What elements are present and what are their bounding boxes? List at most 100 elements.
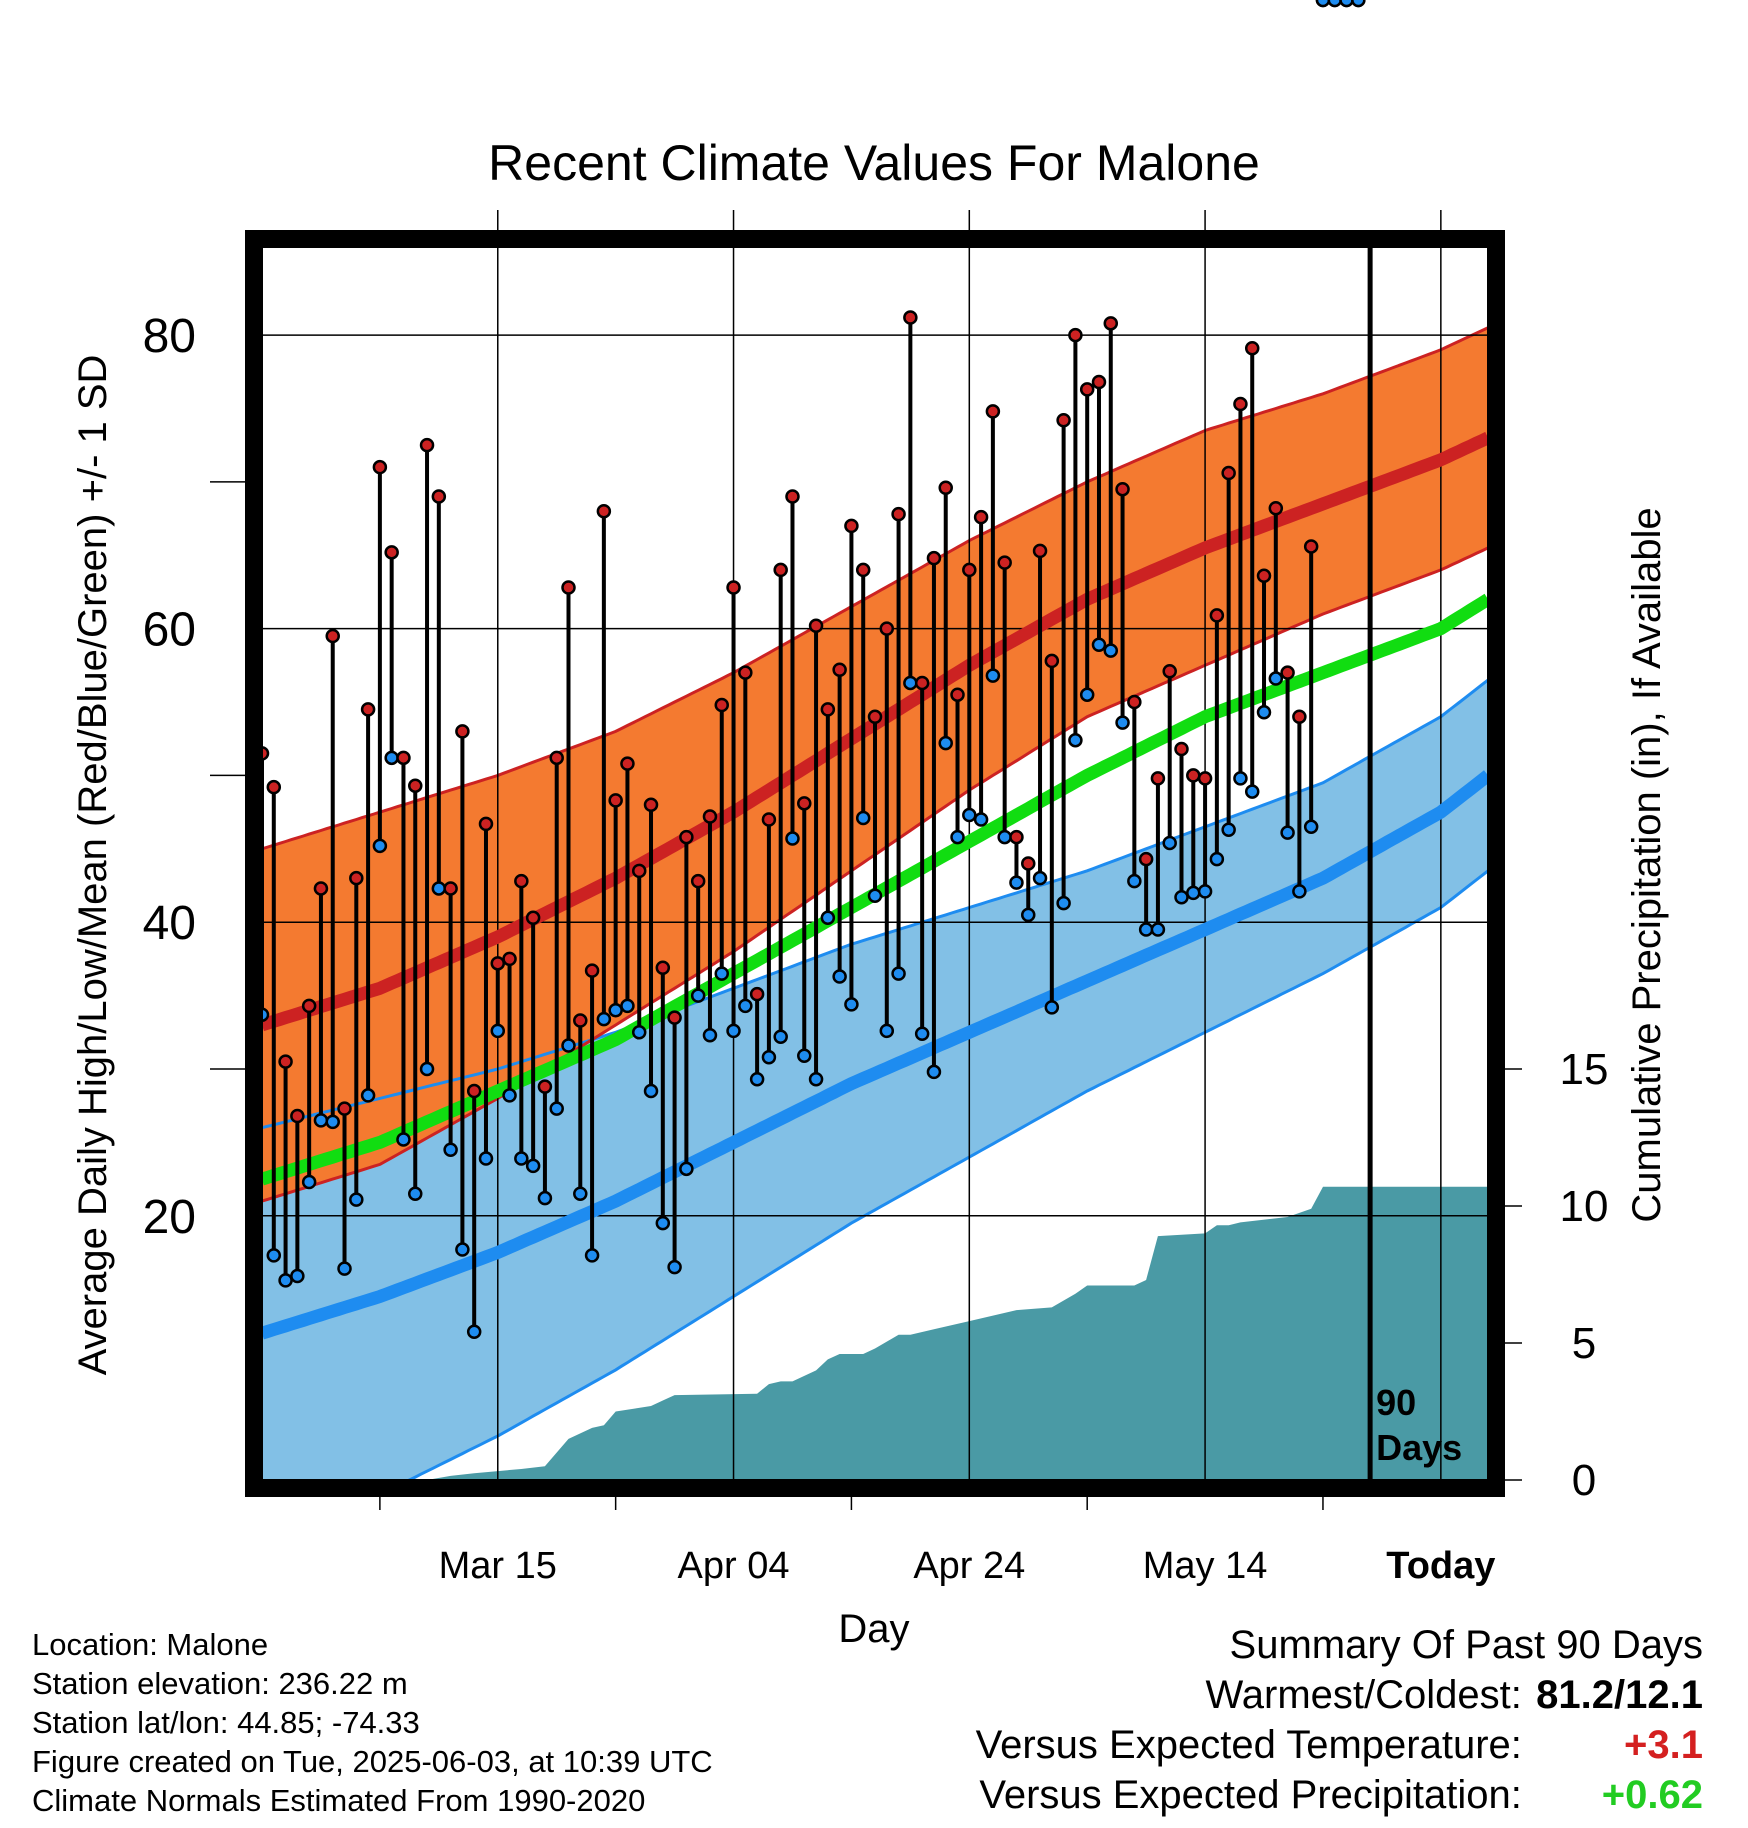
observed-high-point bbox=[1079, 382, 1095, 397]
y-tick-label: 40 bbox=[143, 897, 196, 950]
observed-high-point bbox=[667, 1010, 682, 1025]
observed-high-point bbox=[1150, 771, 1166, 786]
observed-low-point bbox=[301, 1174, 317, 1190]
observed-low-point bbox=[537, 1190, 553, 1206]
observed-low-point bbox=[1233, 771, 1248, 786]
observed-high-point bbox=[1244, 341, 1260, 356]
observed-high-point bbox=[1292, 709, 1307, 724]
observed-high-point bbox=[962, 562, 977, 578]
observed-low-point bbox=[620, 998, 635, 1014]
observed-high-point bbox=[820, 702, 836, 717]
observed-low-point bbox=[1068, 732, 1083, 748]
observed-high-point bbox=[396, 750, 411, 766]
observed-high-point bbox=[1009, 829, 1024, 845]
location-text: Location: Malone bbox=[32, 1627, 269, 1662]
observed-high-point bbox=[797, 796, 812, 811]
warmest-coldest-value: 81.2/12.1 bbox=[1536, 1673, 1703, 1717]
observed-high-point bbox=[631, 863, 647, 879]
observed-low-point bbox=[832, 969, 847, 984]
observed-low-point bbox=[455, 1242, 470, 1257]
observed-low-point bbox=[596, 1011, 612, 1027]
observed-high-point bbox=[903, 310, 918, 325]
observed-low-point bbox=[1032, 870, 1048, 886]
observed-low-point bbox=[525, 1158, 541, 1174]
precipitation-fill bbox=[262, 1186, 1488, 1480]
elevation-text: Station elevation: 236.22 m bbox=[32, 1666, 408, 1701]
observed-low-point bbox=[1292, 884, 1307, 899]
observed-high-point bbox=[1268, 501, 1284, 516]
observed-high-point bbox=[1103, 316, 1119, 331]
observed-low-point bbox=[985, 668, 1001, 683]
observed-low-point bbox=[914, 1026, 930, 1042]
observed-high-point bbox=[1256, 568, 1272, 584]
normals-text: Climate Normals Estimated From 1990-2020 bbox=[32, 1783, 646, 1818]
observed-high-point bbox=[466, 1083, 482, 1099]
observed-low-point bbox=[431, 881, 447, 896]
observed-low-point bbox=[466, 1324, 482, 1339]
warmest-coldest-label: Warmest/Coldest: bbox=[1205, 1673, 1522, 1717]
observed-low-point bbox=[384, 750, 399, 766]
observed-high-point bbox=[1021, 856, 1036, 871]
observed-low-point bbox=[1162, 835, 1177, 851]
observed-low-point bbox=[855, 810, 871, 826]
y2-axis-label: Cumulative Precipitation (in), If Availa… bbox=[1625, 507, 1669, 1222]
observed-high-point bbox=[419, 437, 435, 453]
observed-low-point bbox=[655, 1215, 671, 1231]
observed-high-point bbox=[950, 687, 965, 702]
observed-high-point bbox=[714, 697, 729, 713]
observed-high-point bbox=[514, 873, 529, 889]
observed-low-point bbox=[266, 1248, 282, 1263]
observed-high-point bbox=[1127, 694, 1142, 710]
observed-low-point bbox=[584, 1248, 600, 1263]
observed-low-point bbox=[549, 1101, 564, 1116]
observed-high-point bbox=[1138, 851, 1154, 867]
observed-high-point bbox=[337, 1101, 352, 1116]
observed-low-point bbox=[337, 1261, 352, 1276]
observed-high-point bbox=[726, 580, 741, 595]
observed-low-point bbox=[1115, 715, 1130, 730]
observed-low-point bbox=[313, 1113, 329, 1128]
observed-high-point bbox=[1221, 465, 1236, 481]
observed-high-point bbox=[537, 1079, 553, 1094]
observed-low-point bbox=[1221, 822, 1236, 837]
observed-low-point bbox=[1150, 922, 1166, 937]
observed-low-point bbox=[643, 1083, 659, 1099]
observed-low-point bbox=[1303, 819, 1319, 835]
observed-low-point bbox=[419, 1061, 435, 1077]
observed-low-point bbox=[490, 1023, 506, 1039]
observed-high-point bbox=[1280, 665, 1295, 680]
observed-low-point bbox=[973, 812, 989, 827]
observed-low-point bbox=[773, 1029, 788, 1044]
observed-low-point bbox=[631, 1025, 647, 1040]
temp-anomaly-row: Versus Expected Temperature: +3.1 bbox=[976, 1720, 1703, 1770]
observed-low-point bbox=[667, 1259, 682, 1275]
observed-low-point bbox=[1079, 687, 1095, 702]
observed-high-point bbox=[1115, 481, 1130, 497]
observed-high-point bbox=[855, 562, 871, 578]
temp-anomaly-label: Versus Expected Temperature: bbox=[975, 1723, 1522, 1767]
observed-high-point bbox=[679, 829, 694, 845]
observed-low-point bbox=[1244, 784, 1260, 799]
today-marker-label-line1: 90 bbox=[1376, 1382, 1416, 1423]
observed-low-point bbox=[844, 997, 859, 1012]
precip-anomaly-label: Versus Expected Precipitation: bbox=[979, 1773, 1522, 1817]
observed-low-point bbox=[1268, 671, 1284, 686]
observed-high-point bbox=[620, 756, 635, 771]
observed-high-point bbox=[490, 956, 506, 971]
observed-high-point bbox=[1197, 771, 1213, 786]
x-tick-label: Mar 15 bbox=[439, 1545, 557, 1587]
observed-high-point bbox=[643, 797, 659, 813]
observed-high-point bbox=[891, 506, 906, 522]
observed-high-point bbox=[325, 628, 340, 644]
x-tick-label: Apr 04 bbox=[678, 1545, 790, 1587]
normal-low-line bbox=[262, 770, 1488, 1340]
observed-low-point bbox=[738, 998, 753, 1014]
observed-low-point bbox=[1127, 873, 1142, 889]
y-tick-label: 80 bbox=[143, 310, 196, 363]
temp-anomaly-value: +3.1 bbox=[1624, 1723, 1703, 1767]
observed-low-point bbox=[1256, 705, 1272, 720]
precip-anomaly-row: Versus Expected Precipitation: +0.62 bbox=[976, 1770, 1703, 1820]
observed-high-point bbox=[278, 1054, 293, 1069]
observed-low-point bbox=[1280, 825, 1295, 840]
observed-low-point bbox=[561, 1038, 576, 1053]
